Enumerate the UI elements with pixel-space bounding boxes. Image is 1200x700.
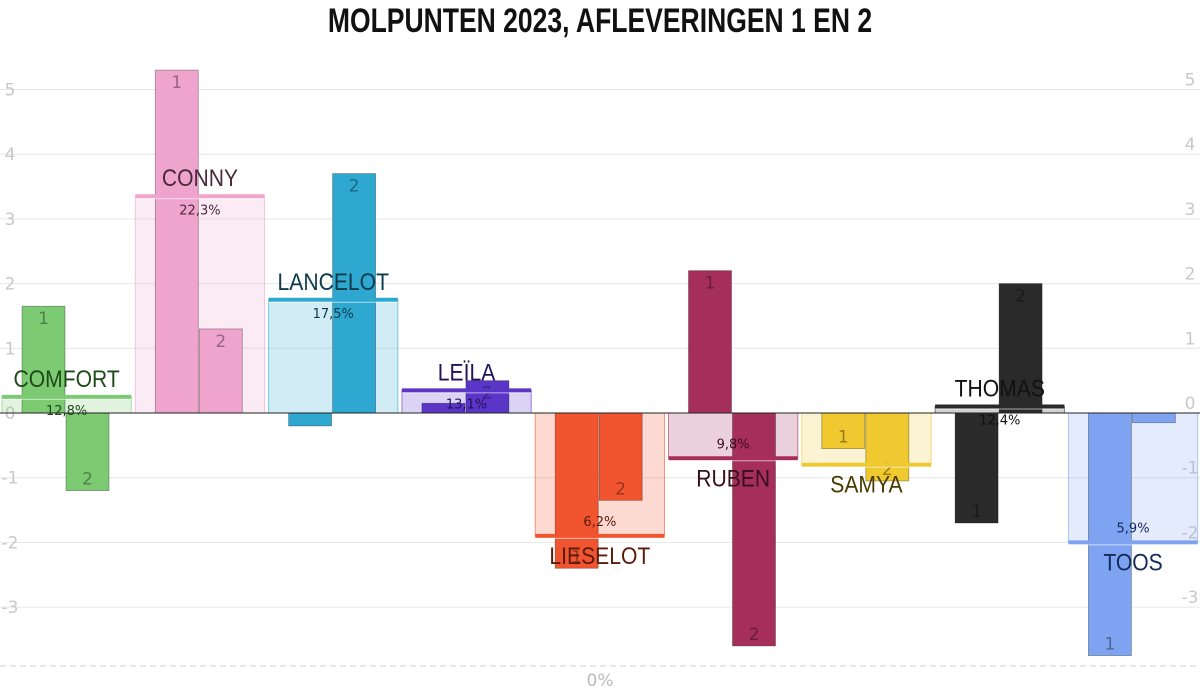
- candidate-name: LANCELOT: [278, 269, 390, 296]
- candidate-name: SAMYA: [830, 472, 903, 499]
- y-tick-label-right: 3: [1185, 200, 1196, 220]
- episode-bar: [865, 412, 910, 482]
- candidate-name: THOMAS: [955, 375, 1045, 402]
- y-tick-label-left: 5: [5, 81, 16, 101]
- y-tick-label-left: -1: [2, 469, 19, 489]
- candidate-percentage: 5,9%: [1117, 521, 1150, 536]
- candidate-name: LEÏLA: [438, 359, 496, 386]
- candidate-percentage: 17,5%: [313, 307, 354, 322]
- episode-bar: [332, 173, 377, 414]
- episode-bar: [154, 69, 199, 414]
- episode-label: 1: [571, 547, 582, 567]
- episode-label: 2: [482, 384, 493, 404]
- episode-label: 1: [1104, 635, 1115, 655]
- episode-bar: [65, 412, 110, 492]
- episode-bar: [998, 283, 1043, 414]
- candidate-percentage: 13,1%: [446, 397, 487, 412]
- y-tick-label-left: -3: [2, 598, 19, 618]
- y-tick-label-right: -3: [1182, 588, 1199, 608]
- episode-label: 2: [82, 470, 93, 490]
- y-tick-label-left: 1: [5, 339, 16, 359]
- chart-title: MOLPUNTEN 2023, AFLEVERINGEN 1 EN 2: [327, 2, 873, 40]
- candidate-name: COMFORT: [13, 366, 120, 393]
- episode-label: 2: [615, 479, 626, 499]
- episode-label: 2: [349, 177, 360, 197]
- episode-bar: [1132, 412, 1176, 424]
- y-tick-label-right: -1: [1182, 459, 1199, 479]
- bottom-axis-label: 0%: [587, 671, 614, 691]
- y-tick-label-right: -2: [1182, 523, 1199, 543]
- candidate-percentage: 12,4%: [979, 414, 1020, 429]
- episode-label: 1: [705, 274, 716, 294]
- episode-bar: [288, 412, 333, 427]
- candidate-percentage: 12,8%: [46, 404, 87, 419]
- episode-bar: [732, 412, 776, 647]
- episode-bar: [465, 380, 510, 414]
- y-tick-label-right: 4: [1185, 135, 1196, 155]
- y-tick-label-right: 0: [1185, 394, 1196, 414]
- candidate-name: RUBEN: [696, 465, 770, 492]
- episode-label: 2: [1015, 287, 1026, 307]
- episode-bar: [1088, 412, 1132, 657]
- episode-label: 1: [38, 309, 49, 329]
- y-tick-label-right: 2: [1185, 265, 1196, 285]
- episode-label: 2: [882, 460, 893, 480]
- y-tick-label-left: 4: [5, 145, 16, 165]
- y-tick-label-left: 0: [5, 404, 16, 424]
- episode-label: 1: [971, 502, 982, 522]
- y-tick-label-right: 1: [1185, 329, 1196, 349]
- episode-bar: [688, 270, 732, 414]
- candidate-percentage: 22,3%: [179, 203, 220, 218]
- candidate-name: TOOS: [1103, 549, 1162, 576]
- candidate-percentage: 6,2%: [583, 515, 616, 530]
- candidate-percentage: 9,8%: [717, 437, 750, 452]
- candidate-name: CONNY: [162, 165, 238, 192]
- episode-bar: [598, 412, 643, 501]
- episode-label: 2: [215, 332, 226, 352]
- episode-label: 2: [749, 625, 760, 645]
- y-tick-label-left: -2: [2, 533, 19, 553]
- y-tick-label-left: 3: [5, 210, 16, 230]
- episode-label: 1: [838, 428, 849, 448]
- episode-bar: [954, 412, 999, 524]
- candidate-name: LIESELOT: [549, 543, 650, 570]
- y-tick-label-left: 2: [5, 275, 16, 295]
- episode-label: 1: [171, 73, 182, 93]
- y-tick-label-right: 5: [1185, 71, 1196, 91]
